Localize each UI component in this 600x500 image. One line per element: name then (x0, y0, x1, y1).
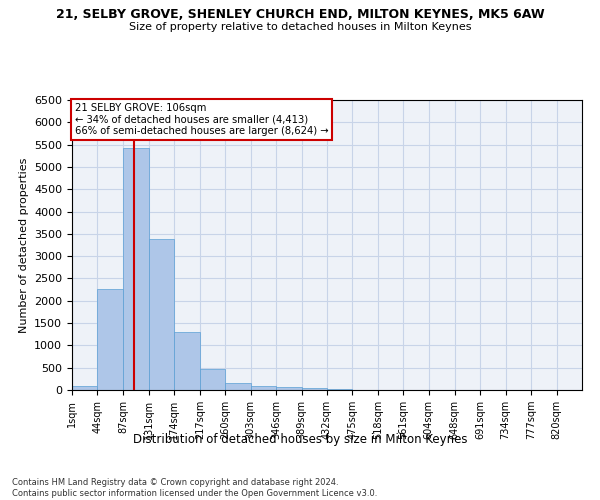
Bar (123, 148, 149, 390)
Bar (72, 386, 97, 390)
Text: Size of property relative to detached houses in Milton Keynes: Size of property relative to detached ho… (129, 22, 471, 32)
Bar (149, 239, 175, 390)
Bar (251, 386, 276, 390)
Text: 21 SELBY GROVE: 106sqm
← 34% of detached houses are smaller (4,413)
66% of semi-: 21 SELBY GROVE: 106sqm ← 34% of detached… (74, 103, 328, 136)
Bar (276, 387, 302, 390)
Text: 21, SELBY GROVE, SHENLEY CHURCH END, MILTON KEYNES, MK5 6AW: 21, SELBY GROVE, SHENLEY CHURCH END, MIL… (56, 8, 544, 20)
Bar (302, 388, 327, 390)
Bar (327, 388, 352, 390)
Text: Contains HM Land Registry data © Crown copyright and database right 2024.
Contai: Contains HM Land Registry data © Crown c… (12, 478, 377, 498)
Y-axis label: Number of detached properties: Number of detached properties (19, 158, 29, 332)
Bar (200, 368, 225, 390)
Text: Distribution of detached houses by size in Milton Keynes: Distribution of detached houses by size … (133, 432, 467, 446)
Bar (175, 332, 200, 390)
Bar (97, 288, 123, 390)
Bar (225, 382, 251, 390)
